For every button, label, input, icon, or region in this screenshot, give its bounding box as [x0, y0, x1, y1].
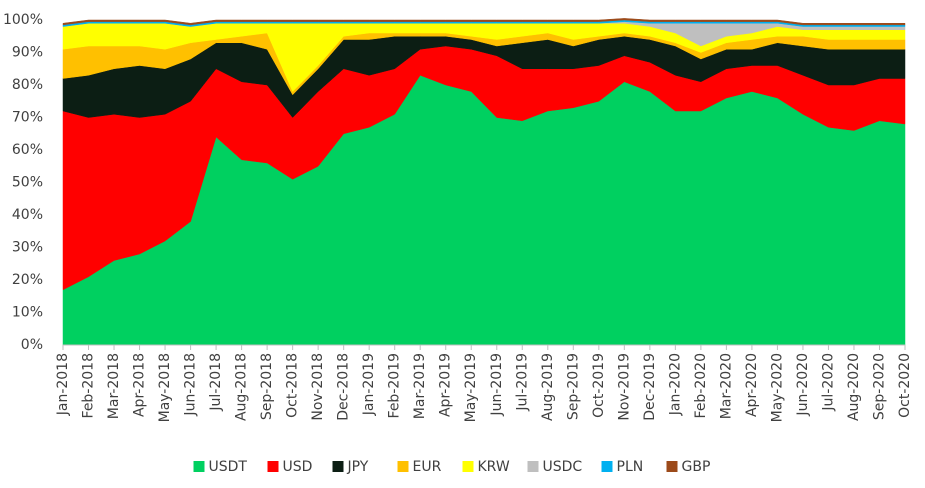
x-tick-label: Jul-2018: [208, 353, 224, 412]
x-tick-label: Jul-2020: [820, 353, 836, 412]
y-tick-label: 70%: [12, 110, 43, 126]
x-tick-label: Dec-2019: [642, 353, 658, 421]
legend-swatch: [462, 461, 474, 472]
x-tick-label: Jan-2018: [55, 353, 71, 416]
x-tick-label: Sep-2019: [565, 353, 581, 420]
y-tick-label: 0%: [21, 337, 43, 353]
x-tick-label: Oct-2019: [591, 353, 607, 418]
area: [62, 18, 906, 26]
x-tick-label: Aug-2019: [540, 353, 556, 421]
y-tick-label: 20%: [12, 272, 43, 288]
y-tick-label: 30%: [12, 240, 43, 256]
legend-swatch: [332, 461, 344, 472]
x-tick-label: Dec-2018: [336, 353, 352, 421]
legend-swatch: [193, 461, 205, 472]
y-tick-label: 60%: [12, 142, 43, 158]
legend-label: USDT: [209, 459, 248, 475]
legend-swatch: [527, 461, 539, 472]
x-tick-label: Jul-2019: [514, 353, 530, 412]
x-tick-label: Sep-2018: [259, 353, 275, 420]
x-tick-label: May-2018: [157, 353, 173, 422]
y-tick-label: 50%: [12, 175, 43, 191]
x-tick-label: Feb-2020: [693, 353, 709, 418]
x-tick-label: Oct-2020: [897, 353, 913, 418]
legend-swatch: [397, 461, 409, 472]
x-tick-label: Mar-2020: [718, 353, 734, 419]
x-tick-label: Jun-2019: [489, 353, 505, 417]
x-tick-label: May-2020: [769, 353, 785, 422]
x-tick-label: Apr-2018: [132, 353, 148, 417]
legend-label: USD: [283, 459, 313, 475]
x-tick-label: Jun-2020: [795, 353, 811, 417]
y-tick-label: 100%: [3, 12, 43, 28]
legend-label: KRW: [478, 459, 510, 475]
x-tick-label: Nov-2018: [310, 353, 326, 421]
x-tick-label: Aug-2018: [234, 353, 250, 421]
legend-label: JPY: [347, 459, 369, 475]
legend: USDT USD JPY EUR KRW USDC PLN GBP: [193, 459, 711, 475]
x-tick-label: Aug-2020: [846, 353, 862, 421]
x-tick-label: Nov-2019: [616, 353, 632, 421]
y-tick-label: 90%: [12, 45, 43, 61]
legend-swatch: [666, 461, 678, 472]
legend-swatch: [267, 461, 279, 472]
legend-swatch: [601, 461, 613, 472]
legend-label: EUR: [413, 459, 442, 475]
y-tick-label: 40%: [12, 207, 43, 223]
x-tick-label: Mar-2018: [106, 353, 122, 419]
y-tick-label: 10%: [12, 305, 43, 321]
x-tick-label: May-2019: [463, 353, 479, 422]
x-tick-label: Apr-2019: [438, 353, 454, 417]
x-tick-label: Jan-2019: [361, 353, 377, 416]
x-tick-label: Apr-2020: [744, 353, 760, 417]
legend-label: USDC: [543, 459, 583, 475]
x-tick-label: Sep-2020: [871, 353, 887, 420]
x-tick-label: Feb-2018: [81, 353, 97, 418]
x-tick-label: Jan-2020: [667, 353, 683, 416]
legend-label: GBP: [682, 459, 711, 475]
x-tick-label: Feb-2019: [387, 353, 403, 418]
x-tick-label: Mar-2019: [412, 353, 428, 419]
x-tick-label: Jun-2018: [183, 353, 199, 417]
x-tick-label: Oct-2018: [285, 353, 301, 418]
y-tick-label: 80%: [12, 77, 43, 93]
legend-label: PLN: [617, 459, 644, 475]
